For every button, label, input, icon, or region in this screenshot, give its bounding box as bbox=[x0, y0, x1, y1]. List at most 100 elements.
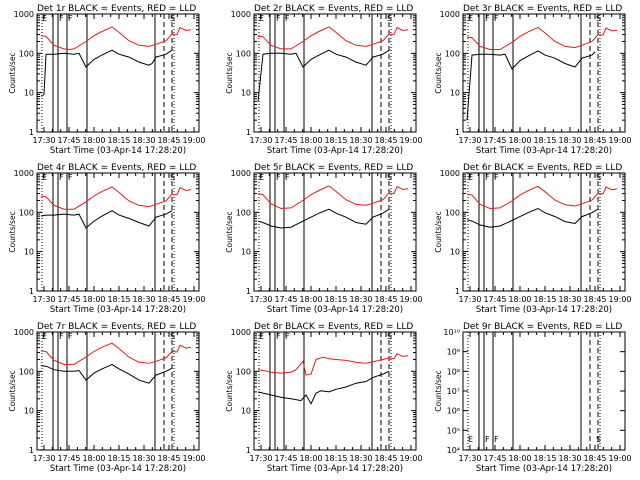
flag-marker: F bbox=[276, 14, 281, 23]
plot-frame bbox=[253, 172, 417, 292]
plot-frame bbox=[36, 172, 200, 292]
x-tick-label: 18:15 bbox=[324, 295, 347, 304]
y-tick-label: 1000 bbox=[231, 328, 251, 337]
y-tick-label: 10 bbox=[241, 89, 251, 98]
x-tick-label: 17:30 bbox=[32, 454, 55, 463]
flag-marker: F bbox=[494, 435, 499, 444]
y-tick-label: 1 bbox=[246, 446, 251, 455]
lld-series-line bbox=[257, 26, 409, 50]
events-series-line bbox=[466, 50, 596, 121]
lld-series-line bbox=[257, 353, 409, 376]
y-tick-label: 100 bbox=[19, 49, 34, 58]
flag-marker: S bbox=[387, 332, 392, 341]
plot-frame bbox=[462, 172, 626, 292]
flag-marker: E bbox=[468, 435, 473, 444]
y-tick-label: 1000 bbox=[231, 169, 251, 178]
x-tick-label: 17:45 bbox=[274, 454, 297, 463]
detector-panel-8: Det 8r BLACK = Events, RED = LLD 1 10 100 10… bbox=[225, 322, 423, 474]
events-series-line bbox=[40, 210, 173, 229]
y-axis-label: Counts/sec bbox=[225, 370, 234, 411]
x-axis-label: Start Time (03-Apr-14 17:28:20) bbox=[50, 464, 186, 474]
lld-series-line bbox=[40, 186, 192, 210]
x-tick-label: 18:15 bbox=[533, 454, 556, 463]
y-axis-label: Counts/sec bbox=[434, 211, 443, 252]
x-tick-label: 18:00 bbox=[299, 454, 322, 463]
x-tick-label: 18:00 bbox=[508, 136, 531, 145]
x-tick-label: 18:15 bbox=[324, 136, 347, 145]
x-tick-label: 17:45 bbox=[483, 295, 506, 304]
panel-title: Det 4r BLACK = Events, RED = LLD bbox=[37, 163, 196, 173]
lld-series-line bbox=[40, 342, 192, 365]
x-tick-label: 17:30 bbox=[458, 136, 481, 145]
flag-marker: F bbox=[285, 173, 290, 182]
x-tick-label: 18:30 bbox=[558, 136, 581, 145]
panel-title: Det 1r BLACK = Events, RED = LLD bbox=[37, 4, 196, 14]
x-tick-label: 19:00 bbox=[399, 136, 422, 145]
detector-panel-6: Det 6r BLACK = Events, RED = LLD 1 10 100 10… bbox=[434, 163, 632, 315]
x-axis-label: Start Time (03-Apr-14 17:28:20) bbox=[267, 305, 403, 315]
y-tick-label: 1 bbox=[455, 128, 460, 137]
x-tick-label: 18:45 bbox=[583, 454, 606, 463]
x-tick-label: 18:30 bbox=[132, 295, 155, 304]
y-tick-label: 100 bbox=[236, 367, 251, 376]
flag-marker: F bbox=[285, 14, 290, 23]
x-tick-label: 18:00 bbox=[299, 136, 322, 145]
flag-marker: E bbox=[259, 173, 264, 182]
x-tick-label: 19:00 bbox=[182, 295, 205, 304]
x-tick-label: 18:15 bbox=[533, 295, 556, 304]
y-tick-label: 1 bbox=[246, 128, 251, 137]
flag-marker: F bbox=[485, 435, 490, 444]
y-axis-label: Counts/sec bbox=[434, 52, 443, 93]
panel-title: Det 5r BLACK = Events, RED = LLD bbox=[254, 163, 413, 173]
flag-marker: F bbox=[285, 332, 290, 341]
x-tick-label: 18:30 bbox=[132, 136, 155, 145]
x-tick-label: 18:45 bbox=[157, 295, 180, 304]
panel-title: Det 6r BLACK = Events, RED = LLD bbox=[463, 163, 622, 173]
lld-series-line bbox=[466, 27, 618, 50]
x-tick-label: 18:45 bbox=[374, 454, 397, 463]
x-axis-label: Start Time (03-Apr-14 17:28:20) bbox=[267, 464, 403, 474]
detector-panel-3: Det 3r BLACK = Events, RED = LLD 1 10 100 10… bbox=[434, 4, 632, 156]
y-tick-label: 10 bbox=[241, 407, 251, 416]
plot-frame bbox=[462, 13, 626, 133]
flag-marker: F bbox=[68, 173, 73, 182]
flag-marker: S bbox=[596, 14, 601, 23]
y-tick-label: 1 bbox=[29, 128, 34, 137]
x-axis-label: Start Time (03-Apr-14 17:28:20) bbox=[267, 146, 403, 156]
flag-marker: F bbox=[276, 332, 281, 341]
x-tick-label: 19:00 bbox=[182, 136, 205, 145]
flag-marker: S bbox=[170, 14, 175, 23]
flag-marker: F bbox=[276, 173, 281, 182]
y-tick-label: 10⁴ bbox=[447, 446, 460, 455]
flag-marker: E bbox=[259, 14, 264, 23]
panel-title: Det 2r BLACK = Events, RED = LLD bbox=[254, 4, 413, 14]
y-tick-label: 10⁵ bbox=[447, 426, 460, 435]
y-tick-label: 10 bbox=[450, 89, 460, 98]
y-tick-label: 100 bbox=[236, 208, 251, 217]
flag-marker: S bbox=[170, 332, 175, 341]
panel-title: Det 8r BLACK = Events, RED = LLD bbox=[254, 322, 413, 332]
events-series-line bbox=[466, 207, 599, 228]
x-tick-label: 18:30 bbox=[349, 295, 372, 304]
x-tick-label: 18:30 bbox=[558, 295, 581, 304]
flag-marker: F bbox=[485, 14, 490, 23]
x-tick-label: 17:30 bbox=[249, 136, 272, 145]
x-tick-label: 17:45 bbox=[483, 136, 506, 145]
y-tick-label: 10¹⁰ bbox=[443, 328, 460, 337]
x-axis-label: Start Time (03-Apr-14 17:28:20) bbox=[50, 146, 186, 156]
x-tick-label: 17:30 bbox=[32, 295, 55, 304]
x-axis-label: Start Time (03-Apr-14 17:28:20) bbox=[476, 464, 612, 474]
flag-marker: F bbox=[494, 173, 499, 182]
y-tick-label: 10⁸ bbox=[447, 367, 460, 376]
x-tick-label: 17:45 bbox=[274, 136, 297, 145]
detector-panel-4: Det 4r BLACK = Events, RED = LLD 1 10 100 10… bbox=[8, 163, 206, 315]
x-tick-label: 19:00 bbox=[608, 295, 631, 304]
x-tick-label: 18:15 bbox=[107, 295, 130, 304]
x-axis-label: Start Time (03-Apr-14 17:28:20) bbox=[50, 305, 186, 315]
y-tick-label: 10 bbox=[24, 248, 34, 257]
detector-panel-5: Det 5r BLACK = Events, RED = LLD 1 10 100 10… bbox=[225, 163, 423, 315]
y-tick-label: 100 bbox=[236, 49, 251, 58]
y-tick-label: 1000 bbox=[231, 10, 251, 19]
x-tick-label: 17:45 bbox=[57, 295, 80, 304]
